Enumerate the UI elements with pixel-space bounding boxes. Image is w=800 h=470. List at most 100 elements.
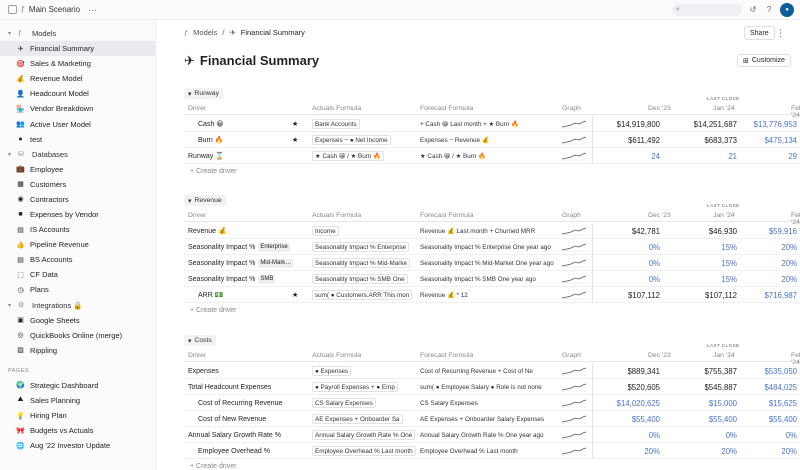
- sidebar-integration-item[interactable]: ▨ Rippling: [0, 343, 155, 358]
- column-header-dec[interactable]: Dec '23: [648, 212, 671, 219]
- cell-value-jan[interactable]: 15%: [721, 258, 737, 268]
- driver-row[interactable]: Runway ⌛ ★ Cash 😀 / ★ Burn 🔥 ★ Cash 😀 / ★ …: [184, 148, 800, 164]
- column-header-jan[interactable]: Jan '24: [713, 352, 735, 359]
- driver-name[interactable]: Total Headcount Expenses: [188, 379, 271, 395]
- driver-row[interactable]: Cash 😀 ★ Bank Accounts + Cash 😀 Last month …: [184, 116, 800, 132]
- more-options-icon[interactable]: ⋮: [776, 28, 785, 38]
- actuals-formula[interactable]: Employee Overhead % Last month: [312, 443, 416, 459]
- sidebar-model-item[interactable]: 👤 Headcount Model: [0, 86, 155, 101]
- cell-value-feb[interactable]: 20%: [781, 446, 797, 456]
- forecast-formula[interactable]: Employee Overhead % Last month: [420, 443, 556, 459]
- driver-name[interactable]: Revenue 💰: [188, 223, 227, 239]
- forecast-formula[interactable]: CS Salary Expenses: [420, 395, 556, 411]
- sparkline-graph[interactable]: [562, 287, 586, 303]
- cell-value-jan[interactable]: $46,930: [708, 226, 737, 236]
- driver-name[interactable]: Expenses: [188, 363, 219, 379]
- actuals-formula[interactable]: Seasonality Impact % Mid-Marke: [312, 255, 416, 271]
- driver-name[interactable]: Cost of Recurring Revenue: [198, 395, 282, 411]
- sidebar-database-item[interactable]: 👍 Pipeline Revenue: [0, 237, 155, 252]
- driver-row[interactable]: Seasonality Impact % Enterprise Seasonalit…: [184, 239, 800, 255]
- breadcrumb-models[interactable]: Models: [193, 28, 218, 37]
- group-toggle-revenue[interactable]: ▾ Revenue: [184, 195, 226, 206]
- forecast-formula[interactable]: Cost of Recurring Revenue + Cost of Ne: [420, 363, 556, 379]
- forecast-formula[interactable]: sum( ● Employee.Salary ● Role is not non…: [420, 379, 556, 395]
- forecast-formula[interactable]: Seasonality Impact % Enterprise One year…: [420, 239, 556, 255]
- column-header-dec[interactable]: Dec '23: [648, 105, 671, 112]
- sidebar-model-item[interactable]: ✈ Financial Summary: [0, 41, 155, 57]
- driver-row[interactable]: Cost of Recurring Revenue CS Salary Expen…: [184, 395, 800, 411]
- create-driver-button[interactable]: + Create driver: [190, 168, 237, 175]
- cell-value-feb[interactable]: 20%: [781, 274, 797, 284]
- cell-value-jan[interactable]: $755,387: [704, 366, 737, 376]
- cell-value-dec[interactable]: $55,400: [631, 414, 660, 424]
- driver-row[interactable]: Revenue 💰 Income Revenue 💰 Last month + Ch…: [184, 223, 800, 239]
- avatar[interactable]: ●: [780, 2, 794, 17]
- driver-name[interactable]: Annual Salary Growth Rate %: [188, 427, 281, 443]
- sidebar-toggle-icon[interactable]: [8, 5, 17, 14]
- sparkline-graph[interactable]: [562, 223, 586, 239]
- sparkline-graph[interactable]: [562, 132, 586, 148]
- cell-value-feb[interactable]: $535,050: [764, 366, 797, 376]
- cell-value-feb[interactable]: $475,134: [764, 135, 797, 145]
- group-toggle-costs[interactable]: ▾ Costs: [184, 335, 216, 346]
- sparkline-graph[interactable]: [562, 363, 586, 379]
- sparkline-graph[interactable]: [562, 239, 586, 255]
- cell-value-feb[interactable]: $13,776,953: [753, 119, 797, 129]
- forecast-formula[interactable]: Seasonality Impact % SMB One year ago: [420, 271, 556, 287]
- cell-value-jan[interactable]: $14,251,687: [693, 119, 737, 129]
- actuals-formula[interactable]: Bank Accounts: [312, 116, 416, 132]
- sidebar-database-item[interactable]: ◉ Contractors: [0, 192, 155, 207]
- create-driver-button[interactable]: + Create driver: [190, 307, 237, 314]
- cell-value-jan[interactable]: $107,112: [705, 290, 737, 300]
- sidebar-database-item[interactable]: ▤ BS Accounts: [0, 252, 155, 267]
- sparkline-graph[interactable]: [562, 148, 586, 164]
- driver-name[interactable]: Employee Overhead %: [198, 443, 270, 459]
- cell-value-jan[interactable]: 20%: [721, 446, 737, 456]
- search-input[interactable]: ⌕: [672, 3, 742, 16]
- sparkline-graph[interactable]: [562, 395, 586, 411]
- cell-value-jan[interactable]: 15%: [721, 274, 737, 284]
- cell-value-feb[interactable]: $55,400: [768, 414, 797, 424]
- driver-row[interactable]: Seasonality Impact % Mid-Mark… Seasonality…: [184, 255, 800, 271]
- cell-value-jan[interactable]: $15,000: [708, 398, 737, 408]
- cell-value-dec[interactable]: 0%: [648, 274, 660, 284]
- column-header-dec[interactable]: Dec '23: [648, 352, 671, 359]
- share-button[interactable]: Share: [744, 26, 775, 40]
- cell-value-feb[interactable]: $716,987: [764, 290, 797, 300]
- cell-value-dec[interactable]: $611,492: [628, 135, 660, 145]
- actuals-formula[interactable]: Seasonality Impact % Enterprise: [312, 239, 416, 255]
- cell-value-feb[interactable]: 0%: [785, 430, 797, 440]
- scenario-title[interactable]: Main Scenario: [28, 5, 81, 14]
- cell-value-feb[interactable]: 20%: [781, 242, 797, 252]
- integrations-section[interactable]: ▾ ⚙ Integrations 🔒: [0, 298, 155, 313]
- models-section[interactable]: ▾ ƒ Models: [0, 26, 155, 41]
- sparkline-graph[interactable]: [562, 271, 586, 287]
- driver-name[interactable]: Seasonality Impact % Enterprise: [188, 239, 290, 255]
- cell-value-dec[interactable]: 24: [651, 151, 660, 161]
- driver-name[interactable]: ARR 💵: [198, 287, 223, 303]
- cell-value-dec[interactable]: $14,020,625: [616, 398, 660, 408]
- actuals-formula[interactable]: Income: [312, 223, 416, 239]
- driver-row[interactable]: Burn 🔥 ★ Expenses − ● Net Income Expenses −…: [184, 132, 800, 148]
- forecast-formula[interactable]: Revenue 💰 * 12: [420, 287, 556, 303]
- sidebar-model-item[interactable]: 🎯 Sales & Marketing: [0, 56, 155, 71]
- cell-value-feb[interactable]: 29: [788, 151, 797, 161]
- forecast-formula[interactable]: ★ Cash 😀 / ★ Burn 🔥: [420, 148, 556, 164]
- sparkline-graph[interactable]: [562, 411, 586, 427]
- sparkline-graph[interactable]: [562, 116, 586, 132]
- sidebar-page-item[interactable]: 🎀 Budgets vs Actuals: [0, 423, 155, 438]
- cell-value-feb[interactable]: 20%: [781, 258, 797, 268]
- group-toggle-runway[interactable]: ▾ Runway: [184, 88, 223, 99]
- star-icon[interactable]: ★: [292, 137, 299, 144]
- column-header-feb[interactable]: Feb '24: [791, 352, 800, 366]
- driver-name[interactable]: Cash 😀: [198, 116, 224, 132]
- cell-value-feb[interactable]: $15,625: [768, 398, 797, 408]
- actuals-formula[interactable]: sum( ● Customers.ARR This mon: [312, 287, 416, 303]
- sidebar-model-item[interactable]: 💰 Revenue Model: [0, 71, 155, 86]
- driver-name[interactable]: Seasonality Impact % Mid-Mark…: [188, 255, 294, 271]
- sparkline-graph[interactable]: [562, 255, 586, 271]
- actuals-formula[interactable]: ● Payroll Expenses + ● Emp: [312, 379, 416, 395]
- forecast-formula[interactable]: Revenue 💰 Last month + Churned MRR: [420, 223, 556, 239]
- driver-row[interactable]: Seasonality Impact % SMB Seasonality Impac…: [184, 271, 800, 287]
- sidebar-database-item[interactable]: ■ Expenses by Vendor: [0, 207, 155, 222]
